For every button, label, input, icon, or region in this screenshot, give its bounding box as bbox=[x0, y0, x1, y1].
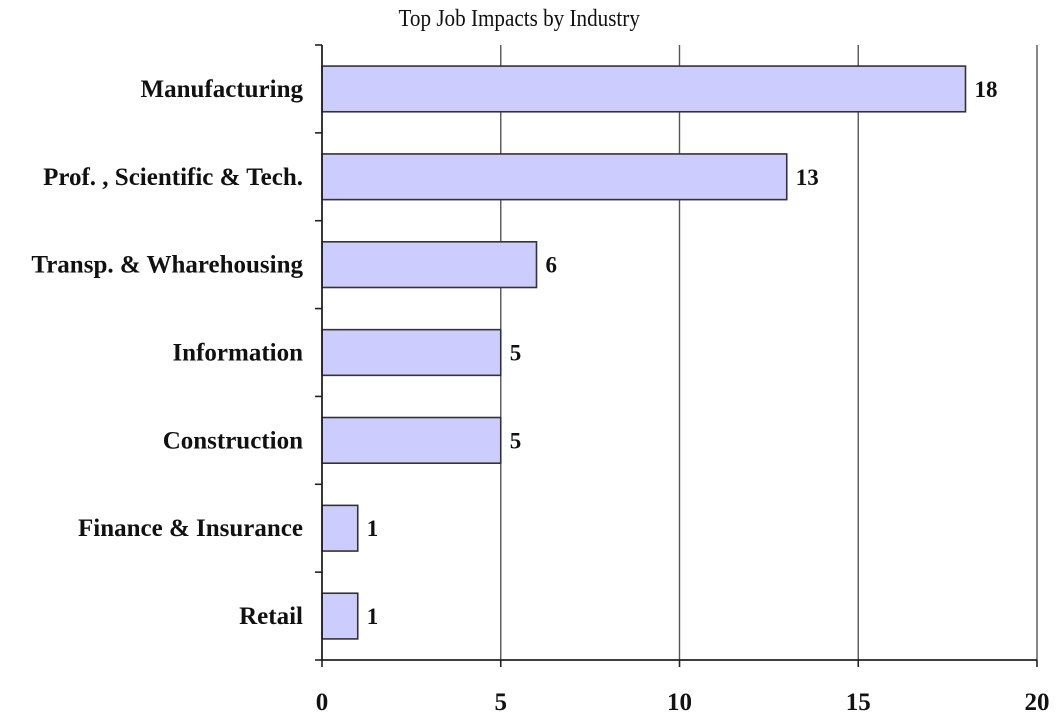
bar-3 bbox=[321, 328, 502, 377]
bar-1 bbox=[321, 153, 788, 201]
data-label: 5 bbox=[510, 341, 522, 366]
bars bbox=[321, 65, 967, 640]
category-label: Transp. & Wharehousing bbox=[31, 252, 303, 279]
category-label: Manufacturing bbox=[141, 76, 304, 103]
data-label: 18 bbox=[975, 77, 998, 102]
x-tick-label: 0 bbox=[316, 689, 329, 716]
bar-2 bbox=[321, 241, 538, 289]
bar-0 bbox=[321, 65, 967, 113]
bar-5 bbox=[321, 504, 359, 552]
category-label: Information bbox=[172, 340, 303, 367]
bar-6 bbox=[321, 592, 359, 640]
x-tick-label: 5 bbox=[495, 689, 508, 716]
category-label: Prof. , Scientific & Tech. bbox=[43, 164, 303, 191]
chart-title: Top Job Impacts by Industry bbox=[398, 6, 640, 32]
category-label: Finance & Insurance bbox=[78, 515, 303, 542]
data-label: 5 bbox=[510, 428, 522, 453]
axes bbox=[315, 44, 1038, 667]
gridlines bbox=[500, 45, 1038, 660]
x-tick-label: 20 bbox=[1025, 689, 1050, 716]
category-label: Construction bbox=[163, 427, 303, 454]
data-label: 1 bbox=[367, 604, 379, 629]
x-tick-label: 15 bbox=[846, 689, 871, 716]
data-label: 13 bbox=[796, 165, 819, 190]
data-label: 1 bbox=[367, 516, 379, 541]
category-label: Retail bbox=[239, 603, 303, 630]
bar-4 bbox=[321, 416, 502, 464]
x-tick-label: 10 bbox=[667, 689, 692, 716]
data-label: 6 bbox=[546, 253, 558, 278]
labels: Manufacturing 18 Prof. , Scientific & Tech… bbox=[31, 76, 1049, 716]
